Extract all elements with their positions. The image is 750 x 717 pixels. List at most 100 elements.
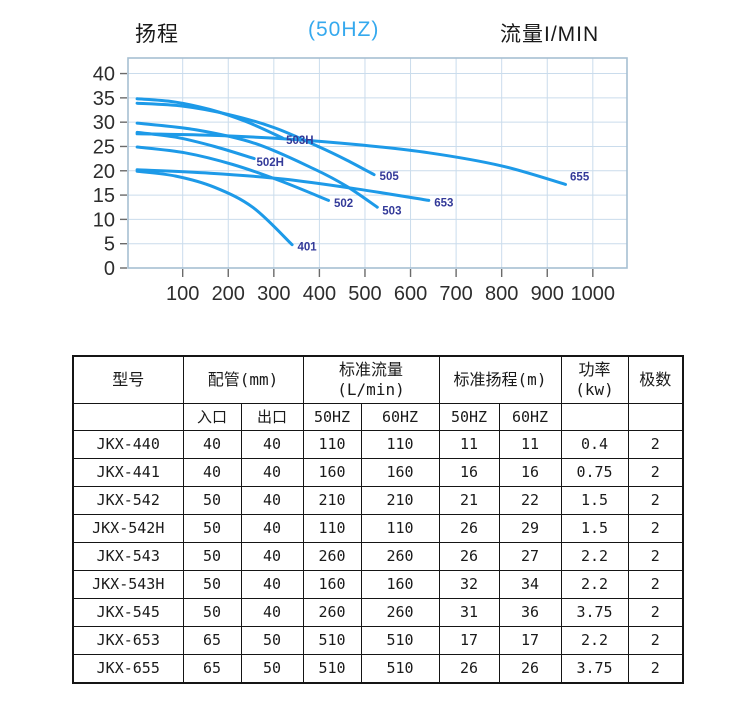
- value-cell: 160: [302, 458, 362, 487]
- model-cell: JKX-653: [72, 626, 184, 655]
- value-cell: 26: [438, 542, 500, 571]
- x-tick-label: 800: [485, 283, 518, 305]
- curve-401: [135, 169, 294, 247]
- header-cell: 极数: [627, 355, 684, 404]
- value-cell: 2: [627, 514, 684, 543]
- value-cell: 260: [360, 598, 440, 627]
- value-cell: 2: [627, 570, 684, 599]
- y-tick-label: 0: [104, 258, 115, 280]
- model-cell: JKX-440: [72, 430, 184, 459]
- value-cell: 17: [498, 626, 562, 655]
- value-cell: 510: [302, 626, 362, 655]
- subheader-cell: 50HZ: [438, 403, 500, 431]
- x-tick-label: 400: [303, 283, 336, 305]
- chart-grid: [128, 58, 627, 268]
- value-cell: 260: [302, 598, 362, 627]
- model-cell: JKX-543H: [72, 570, 184, 599]
- value-cell: 2: [627, 654, 684, 684]
- x-tick-label: 700: [439, 283, 472, 305]
- value-cell: 2: [627, 458, 684, 487]
- value-cell: 50: [182, 542, 242, 571]
- subheader-cell: 60HZ: [360, 403, 440, 431]
- model-cell: JKX-655: [72, 654, 184, 684]
- value-cell: 110: [360, 514, 440, 543]
- value-cell: 31: [438, 598, 500, 627]
- value-cell: 40: [240, 430, 304, 459]
- value-cell: 65: [182, 626, 242, 655]
- model-cell: JKX-542H: [72, 514, 184, 543]
- model-cell: JKX-545: [72, 598, 184, 627]
- y-tick-label: 20: [93, 161, 115, 183]
- y-tick-label: 10: [93, 209, 115, 231]
- curve-label-502H: 502H: [257, 157, 285, 169]
- value-cell: 11: [498, 430, 562, 459]
- curve-label-655: 655: [570, 172, 590, 184]
- value-cell: 160: [360, 570, 440, 599]
- value-cell: 260: [360, 542, 440, 571]
- value-cell: 40: [240, 458, 304, 487]
- header-cell: 功率 (kw): [560, 355, 629, 404]
- value-cell: 1.5: [560, 486, 629, 515]
- value-cell: 2: [627, 542, 684, 571]
- header-cell: 标准扬程(m): [438, 355, 562, 404]
- value-cell: 2: [627, 430, 684, 459]
- y-tick-label: 35: [93, 88, 115, 110]
- value-cell: 22: [498, 486, 562, 515]
- subheader-cell: [560, 403, 629, 431]
- value-cell: 36: [498, 598, 562, 627]
- value-cell: 40: [182, 430, 242, 459]
- curve-653: [135, 168, 431, 202]
- value-cell: 16: [438, 458, 500, 487]
- value-cell: 110: [302, 430, 362, 459]
- table-row: JKX-653 65 50 510 510 17 17 2.2 2: [72, 626, 684, 655]
- table-header-row-1: 型号 配管(mm) 标准流量 (L/min) 标准扬程(m) 功率 (kw) 极数: [72, 355, 684, 404]
- table-row: JKX-543 50 40 260 260 26 27 2.2 2: [72, 542, 684, 571]
- value-cell: 50: [240, 654, 304, 684]
- x-tick-label: 200: [212, 283, 245, 305]
- subheader-cell: 60HZ: [498, 403, 562, 431]
- value-cell: 510: [360, 654, 440, 684]
- subheader-cell: 入口: [182, 403, 242, 431]
- x-tick-label: 500: [348, 283, 381, 305]
- value-cell: 1.5: [560, 514, 629, 543]
- y-tick-label: 25: [93, 136, 115, 158]
- table-row: JKX-545 50 40 260 260 31 36 3.75 2: [72, 598, 684, 627]
- value-cell: 32: [438, 570, 500, 599]
- table-row: JKX-441 40 40 160 160 16 16 0.75 2: [72, 458, 684, 487]
- value-cell: 2.2: [560, 626, 629, 655]
- value-cell: 50: [182, 514, 242, 543]
- table-header-row-2: 入口 出口 50HZ 60HZ 50HZ 60HZ: [72, 403, 684, 431]
- table-row: JKX-543H 50 40 160 160 32 34 2.2 2: [72, 570, 684, 599]
- value-cell: 3.75: [560, 654, 629, 684]
- value-cell: 2.2: [560, 542, 629, 571]
- value-cell: 2: [627, 598, 684, 627]
- value-cell: 110: [302, 514, 362, 543]
- value-cell: 2: [627, 486, 684, 515]
- header-cell: 标准流量 (L/min): [302, 355, 440, 404]
- value-cell: 50: [182, 598, 242, 627]
- value-cell: 40: [240, 570, 304, 599]
- value-cell: 210: [360, 486, 440, 515]
- table-row: JKX-655 65 50 510 510 26 26 3.75 2: [72, 654, 684, 684]
- value-cell: 40: [182, 458, 242, 487]
- value-cell: 50: [240, 626, 304, 655]
- value-cell: 210: [302, 486, 362, 515]
- value-cell: 0.4: [560, 430, 629, 459]
- table-row: JKX-542 50 40 210 210 21 22 1.5 2: [72, 486, 684, 515]
- value-cell: 26: [498, 654, 562, 684]
- value-cell: 40: [240, 542, 304, 571]
- curve-505: [135, 101, 376, 177]
- subheader-cell: 出口: [240, 403, 304, 431]
- table-row: JKX-440 40 40 110 110 11 11 0.4 2: [72, 430, 684, 459]
- chart-y-axis-title: 扬程: [135, 23, 179, 46]
- x-tick-label: 600: [394, 283, 427, 305]
- value-cell: 40: [240, 514, 304, 543]
- value-cell: 34: [498, 570, 562, 599]
- value-cell: 2.2: [560, 570, 629, 599]
- value-cell: 40: [240, 486, 304, 515]
- value-cell: 50: [182, 570, 242, 599]
- value-cell: 16: [498, 458, 562, 487]
